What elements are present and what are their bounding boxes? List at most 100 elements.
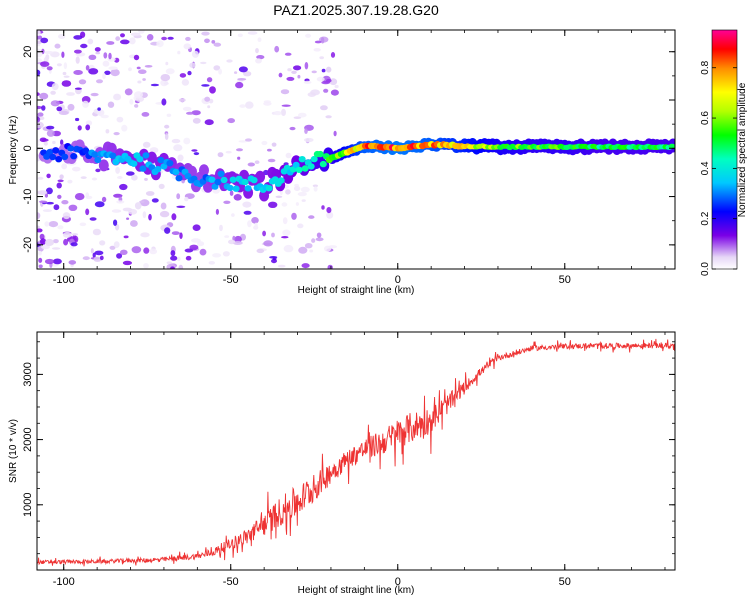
snr-ylabel: SNR (10 * v/v): [8, 419, 19, 483]
spectrogram-noise-blob: [91, 177, 98, 181]
spectrogram-noise-blob: [51, 247, 61, 250]
spectrogram-noise-blob: [165, 68, 175, 75]
spectrogram-noise-blob: [50, 100, 60, 107]
spectrogram-noise-blob: [291, 70, 297, 75]
chart-title: PAZ1.2025.307.19.28.G20: [273, 2, 439, 18]
spectrogram-noise-blob: [130, 32, 141, 37]
spectrogram-noise-blob: [141, 112, 150, 117]
spectrogram-noise-blob: [311, 70, 317, 74]
spectrogram-noise-blob: [62, 212, 71, 220]
spectrogram-noise-blob: [176, 205, 186, 208]
colorbar-label: Normalized spectral amplitude: [737, 82, 748, 217]
spectrogram-noise-blob: [237, 33, 243, 38]
spectrogram-noise-blob: [262, 230, 266, 237]
spectrogram-noise-blob: [85, 65, 90, 71]
spectrogram-noise-blob: [108, 66, 118, 70]
snr-xlabel: Height of straight line (km): [298, 585, 415, 596]
spectrogram-noise-blob: [212, 253, 222, 258]
spectrogram-noise-blob: [142, 78, 146, 81]
spectrogram-noise-blob: [213, 42, 222, 47]
spectrogram-noise-blob: [159, 210, 170, 218]
spectrogram-noise-blob: [109, 245, 116, 250]
spectrogram-noise-blob: [120, 33, 125, 38]
spectrogram-noise-blob: [245, 138, 252, 142]
spectrogram-noise-blob: [321, 205, 325, 210]
spectrogram-noise-blob: [63, 238, 69, 246]
spectrogram-noise-blob: [46, 129, 55, 137]
spectrogram-noise-blob: [131, 174, 138, 181]
spectrogram-noise-blob: [281, 108, 286, 116]
spectrogram-noise-blob: [37, 35, 43, 40]
spectrogram-noise-blob: [126, 171, 135, 176]
spectrogram-noise-blob: [54, 43, 61, 49]
signal-halo-blob: [255, 170, 266, 183]
spectrogram-noise-blob: [88, 54, 97, 60]
spectrogram-noise-blob: [37, 228, 43, 233]
signal-core-blob: [316, 150, 324, 158]
spectrogram-noise-blob: [313, 186, 318, 192]
spectrogram-noise-blob: [281, 104, 291, 107]
spectrogram-noise-blob: [37, 40, 42, 44]
spectrogram-noise-blob: [236, 148, 243, 152]
spectrogram-noise-blob: [61, 163, 68, 170]
spectrogram-noise-blob: [37, 212, 41, 220]
spectrogram-frame: [36, 29, 676, 270]
spectrogram-ytick-label: 0: [22, 145, 34, 151]
spectrogram-noise-blob: [297, 223, 304, 229]
spectrogram-noise-blob: [129, 37, 136, 45]
signal-core-blob: [172, 168, 180, 176]
spectrogram-noise-blob: [297, 74, 301, 79]
signal-core-blob: [211, 183, 219, 190]
spectrogram-noise-blob: [199, 248, 207, 256]
spectrogram-noise-blob: [99, 240, 106, 246]
spectrogram-noise-blob: [41, 105, 46, 111]
spectrogram-noise-blob: [38, 200, 48, 204]
spectrogram-noise-blob: [287, 68, 292, 72]
spectrogram-noise-blob: [131, 246, 142, 254]
signal-core-blob: [139, 165, 147, 172]
spectrogram-noise-blob: [58, 110, 69, 115]
signal-core-blob: [166, 160, 174, 167]
spectrogram-noise-blob: [67, 179, 73, 184]
spectrogram-noise-blob: [68, 204, 78, 211]
spectrogram-noise-blob: [63, 75, 70, 78]
spectrogram-noise-blob: [134, 104, 139, 108]
spectrogram-noise-blob: [185, 36, 191, 41]
spectrogram-noise-blob: [303, 80, 312, 84]
spectrogram-noise-blob: [229, 190, 234, 196]
spectrogram-noise-blob: [37, 116, 41, 123]
spectrogram-noise-blob: [40, 238, 47, 245]
spectrogram-noise-blob: [126, 217, 130, 220]
spectrogram-noise-blob: [48, 221, 59, 228]
spectrogram-noise-blob: [120, 249, 128, 255]
spectrogram-noise-blob: [211, 40, 216, 44]
spectrogram-noise-blob: [179, 232, 183, 239]
signal-core-blob: [277, 177, 285, 184]
signal-core-blob: [157, 156, 165, 164]
spectrogram-noise-blob: [325, 115, 332, 119]
spectrogram-noise-blob: [45, 187, 53, 195]
spectrogram-noise-blob: [129, 98, 134, 105]
spectrogram-noise-blob: [271, 142, 277, 147]
spectrogram-noise-blob: [85, 120, 93, 126]
spectrogram-noise-blob: [53, 204, 60, 211]
snr-axes: -100 -50 0 50 1000 2000 3000: [22, 332, 675, 588]
spectrogram-noise-blob: [233, 194, 242, 201]
spectrogram-noise-blob: [301, 199, 306, 202]
spectrogram-noise-blob: [85, 208, 90, 216]
signal-core-blob: [214, 178, 222, 186]
spectrogram-noise-blob: [272, 257, 277, 261]
spectrogram-noise-blob: [311, 238, 316, 243]
spectrogram-noise-blob: [330, 89, 339, 96]
spectrogram-noise-blob: [144, 65, 153, 68]
spectrogram-noise-blob: [334, 84, 339, 89]
spectrogram-noise-blob: [286, 76, 295, 81]
signal-core-blob: [292, 161, 300, 169]
spectrogram-noise-blob: [191, 50, 199, 58]
spectrogram-noise-blob: [251, 217, 259, 224]
spectrogram-noise-blob: [39, 116, 45, 120]
spectrogram-noise-blob: [321, 68, 326, 73]
spectrogram-noise-blob: [37, 225, 40, 229]
spectrogram-noise-blob: [326, 211, 334, 219]
signal-core-blob: [208, 176, 216, 183]
